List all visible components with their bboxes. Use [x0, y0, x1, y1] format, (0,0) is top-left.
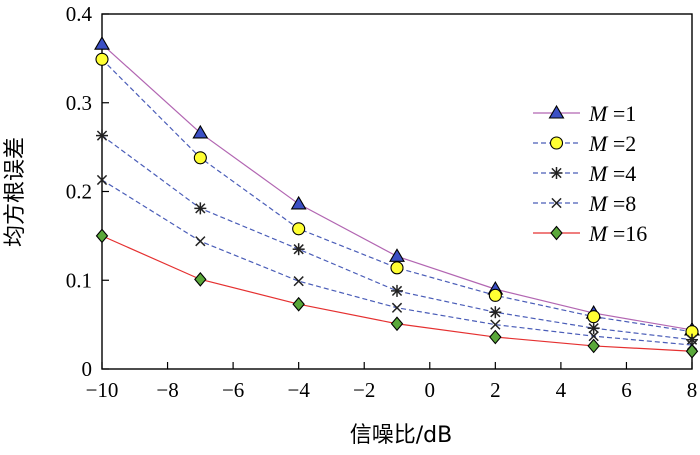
legend-label-0: M =1: [588, 101, 636, 126]
series-3-point: [195, 236, 206, 247]
legend-marker-3: [551, 197, 562, 209]
legend-value: =4: [607, 161, 636, 186]
y-tick-label: 0.4: [66, 2, 93, 26]
y-tick-label: 0.1: [66, 268, 92, 292]
series-3-point: [588, 331, 599, 342]
series-1-point: [292, 222, 306, 236]
y-tick-label: 0.2: [66, 180, 92, 204]
legend-marker-4: [550, 225, 563, 241]
series-2-point: [194, 202, 207, 215]
series-3-point: [391, 302, 403, 313]
x-tick-label: −6: [222, 378, 244, 402]
x-tick-label: 6: [621, 378, 632, 402]
series-3-point: [96, 174, 108, 186]
legend-variable: M: [588, 191, 609, 216]
legend: M =1M =2M =4M =8M =16: [533, 101, 647, 246]
series-4-point: [194, 272, 207, 287]
series-4-point: [489, 329, 502, 345]
y-axis-title: 均方根误差: [3, 137, 28, 247]
legend-marker-0: [548, 104, 565, 119]
legend-value: =16: [607, 221, 647, 246]
legend-variable: M: [588, 221, 609, 246]
series-4-point: [292, 296, 305, 312]
x-tick-label: −8: [156, 378, 178, 402]
y-tick-label: 0: [82, 357, 93, 381]
series-0-point: [389, 248, 405, 262]
series-2-point: [96, 129, 108, 142]
legend-value: =1: [607, 101, 636, 126]
x-tick-label: 2: [490, 378, 501, 402]
x-tick-label: −10: [86, 378, 119, 402]
legend-value: =2: [607, 131, 636, 156]
series-2-point: [489, 306, 502, 319]
series-1-point: [390, 261, 404, 275]
legend-label-4: M =16: [588, 221, 647, 246]
x-tick-label: 0: [425, 378, 436, 402]
legend-value: =8: [607, 191, 636, 216]
series-4-point: [95, 228, 109, 244]
x-tick-label: −4: [287, 378, 310, 402]
y-tick-label: 0.3: [66, 91, 92, 115]
x-tick-label: 4: [556, 378, 567, 402]
series-1-point: [488, 288, 502, 302]
x-axis-title: 信噪比/dB: [350, 423, 452, 448]
series-1-point: [95, 52, 109, 66]
series-2-point: [587, 322, 600, 335]
x-tick-label: −2: [353, 378, 375, 402]
series-0-point: [94, 36, 110, 50]
series-3-point: [293, 276, 304, 287]
legend-marker-2: [550, 167, 563, 179]
legend-label-2: M =4: [588, 161, 636, 186]
series-2-point: [292, 243, 305, 256]
legend-variable: M: [588, 131, 609, 156]
legend-label-3: M =8: [588, 191, 636, 216]
series-1-point: [193, 151, 207, 165]
series-0-point: [192, 124, 209, 139]
legend-label-1: M =2: [588, 131, 636, 156]
x-tick-label: 8: [687, 378, 698, 402]
series-4-point: [587, 338, 600, 354]
series-0-point: [290, 195, 307, 210]
legend-variable: M: [588, 101, 609, 126]
series-2-point: [391, 284, 403, 297]
axes: −10 −8 −6 −4 −2 0 2 4 6 8 0 0.1 0.2 0.3 0.4: [66, 2, 698, 402]
legend-marker-1: [549, 136, 564, 150]
series-4-point: [685, 343, 699, 359]
series-4-point: [390, 316, 404, 332]
series-1-point: [587, 310, 601, 324]
series-3-point: [490, 319, 501, 330]
series-layer: [94, 36, 700, 359]
legend-variable: M: [588, 161, 609, 186]
